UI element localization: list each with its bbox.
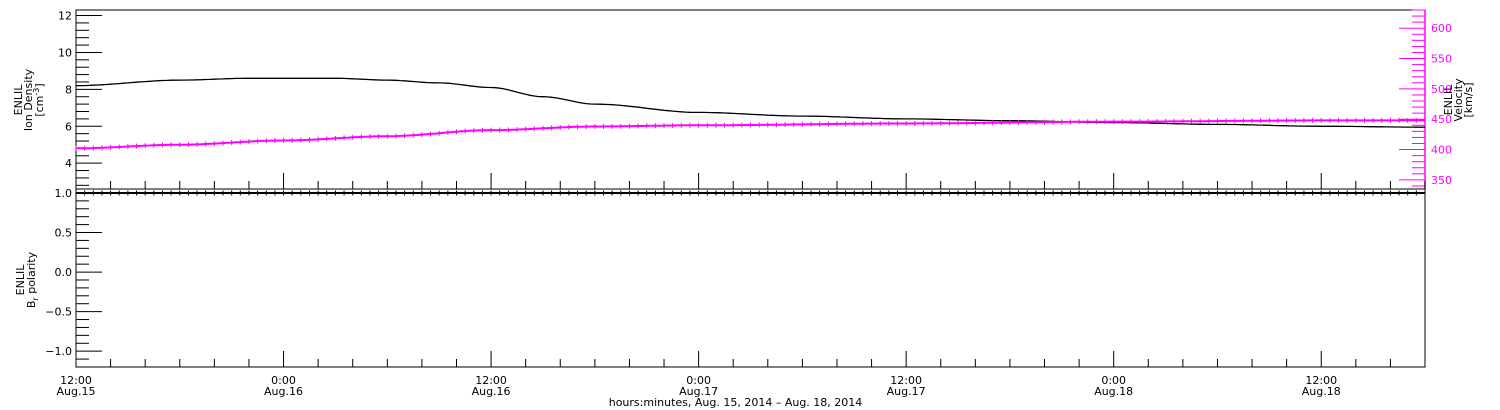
y-tick-label: 12: [58, 10, 72, 23]
right-axis-title-line: Velocity: [1452, 78, 1465, 122]
bottom-y-title-line: ENLIL: [14, 264, 27, 296]
top-y-unit: [cm: [33, 96, 46, 117]
x-tick-time: 0:00: [686, 374, 711, 387]
x-tick-date: Aug.15: [57, 385, 96, 398]
bottom-y-title-b: B: [25, 301, 38, 309]
top-panel: 4681012350400450500550600ENLILVelocity[k…: [12, 9, 1475, 190]
x-tick-time: 0:00: [271, 374, 296, 387]
y-tick-label: 6: [65, 120, 72, 133]
bottom-panel: −1.0 −0.5 0.0 0.5 1.0 ENLIL Br polarity: [14, 187, 1426, 368]
x-axis: 12:00Aug.150:00Aug.1612:00Aug.160:00Aug.…: [57, 374, 1341, 409]
x-tick-date: Aug.17: [887, 385, 926, 398]
top-y-title: ENLILIon Density[cm-3]: [12, 68, 46, 131]
top-y-unit-sup: -3: [32, 88, 41, 96]
y-tick-label: −0.5: [45, 306, 72, 319]
top-frame: [75, 9, 1426, 190]
x-axis-label: hours:minutes, Aug. 15, 2014 – Aug. 18, …: [609, 396, 863, 409]
y-tick-label: 10: [58, 46, 72, 59]
right-axis-title-line: [km/s]: [1462, 82, 1475, 117]
right-axis-title: ENLILVelocity[km/s]: [1442, 78, 1475, 122]
x-tick-date: Aug.16: [264, 385, 303, 398]
right-axis-title-line: ENLIL: [1442, 84, 1455, 116]
bottom-y-title-rest: polarity: [25, 251, 38, 297]
x-tick-date: Aug.18: [1094, 385, 1133, 398]
x-tick-time: 12:00: [475, 374, 507, 387]
right-tick-label: 400: [1431, 144, 1452, 157]
y-tick-label: 1.0: [55, 187, 73, 200]
x-tick-time: 0:00: [1101, 374, 1126, 387]
y-tick-label: 0.0: [55, 266, 73, 279]
y-tick-label: 8: [65, 83, 72, 96]
y-tick-label: 4: [65, 157, 72, 170]
top-y-title-line: ENLIL: [12, 84, 25, 116]
top-y-unit-end: ]: [33, 83, 46, 87]
right-tick-label: 350: [1431, 174, 1452, 187]
right-tick-label: 450: [1431, 113, 1452, 126]
right-tick-label: 600: [1431, 22, 1452, 35]
y-tick-label: 0.5: [55, 227, 73, 240]
x-tick-date: Aug.18: [1302, 385, 1341, 398]
ion-density-series: [75, 77, 1425, 128]
bottom-y-title: ENLIL Br polarity: [14, 251, 40, 308]
x-tick-date: Aug.17: [679, 385, 718, 398]
right-tick-label: 500: [1431, 83, 1452, 96]
y-tick-label: −1.0: [45, 345, 72, 358]
bottom-frame: [75, 188, 1426, 368]
right-tick-label: 550: [1431, 53, 1452, 66]
x-tick-time: 12:00: [1305, 374, 1337, 387]
bottom-y-title-sub: r: [31, 297, 40, 301]
x-tick-date: Aug.16: [472, 385, 511, 398]
x-tick-time: 12:00: [890, 374, 922, 387]
top-y-title-line: Ion Density: [22, 68, 35, 131]
x-tick-time: 12:00: [60, 374, 92, 387]
